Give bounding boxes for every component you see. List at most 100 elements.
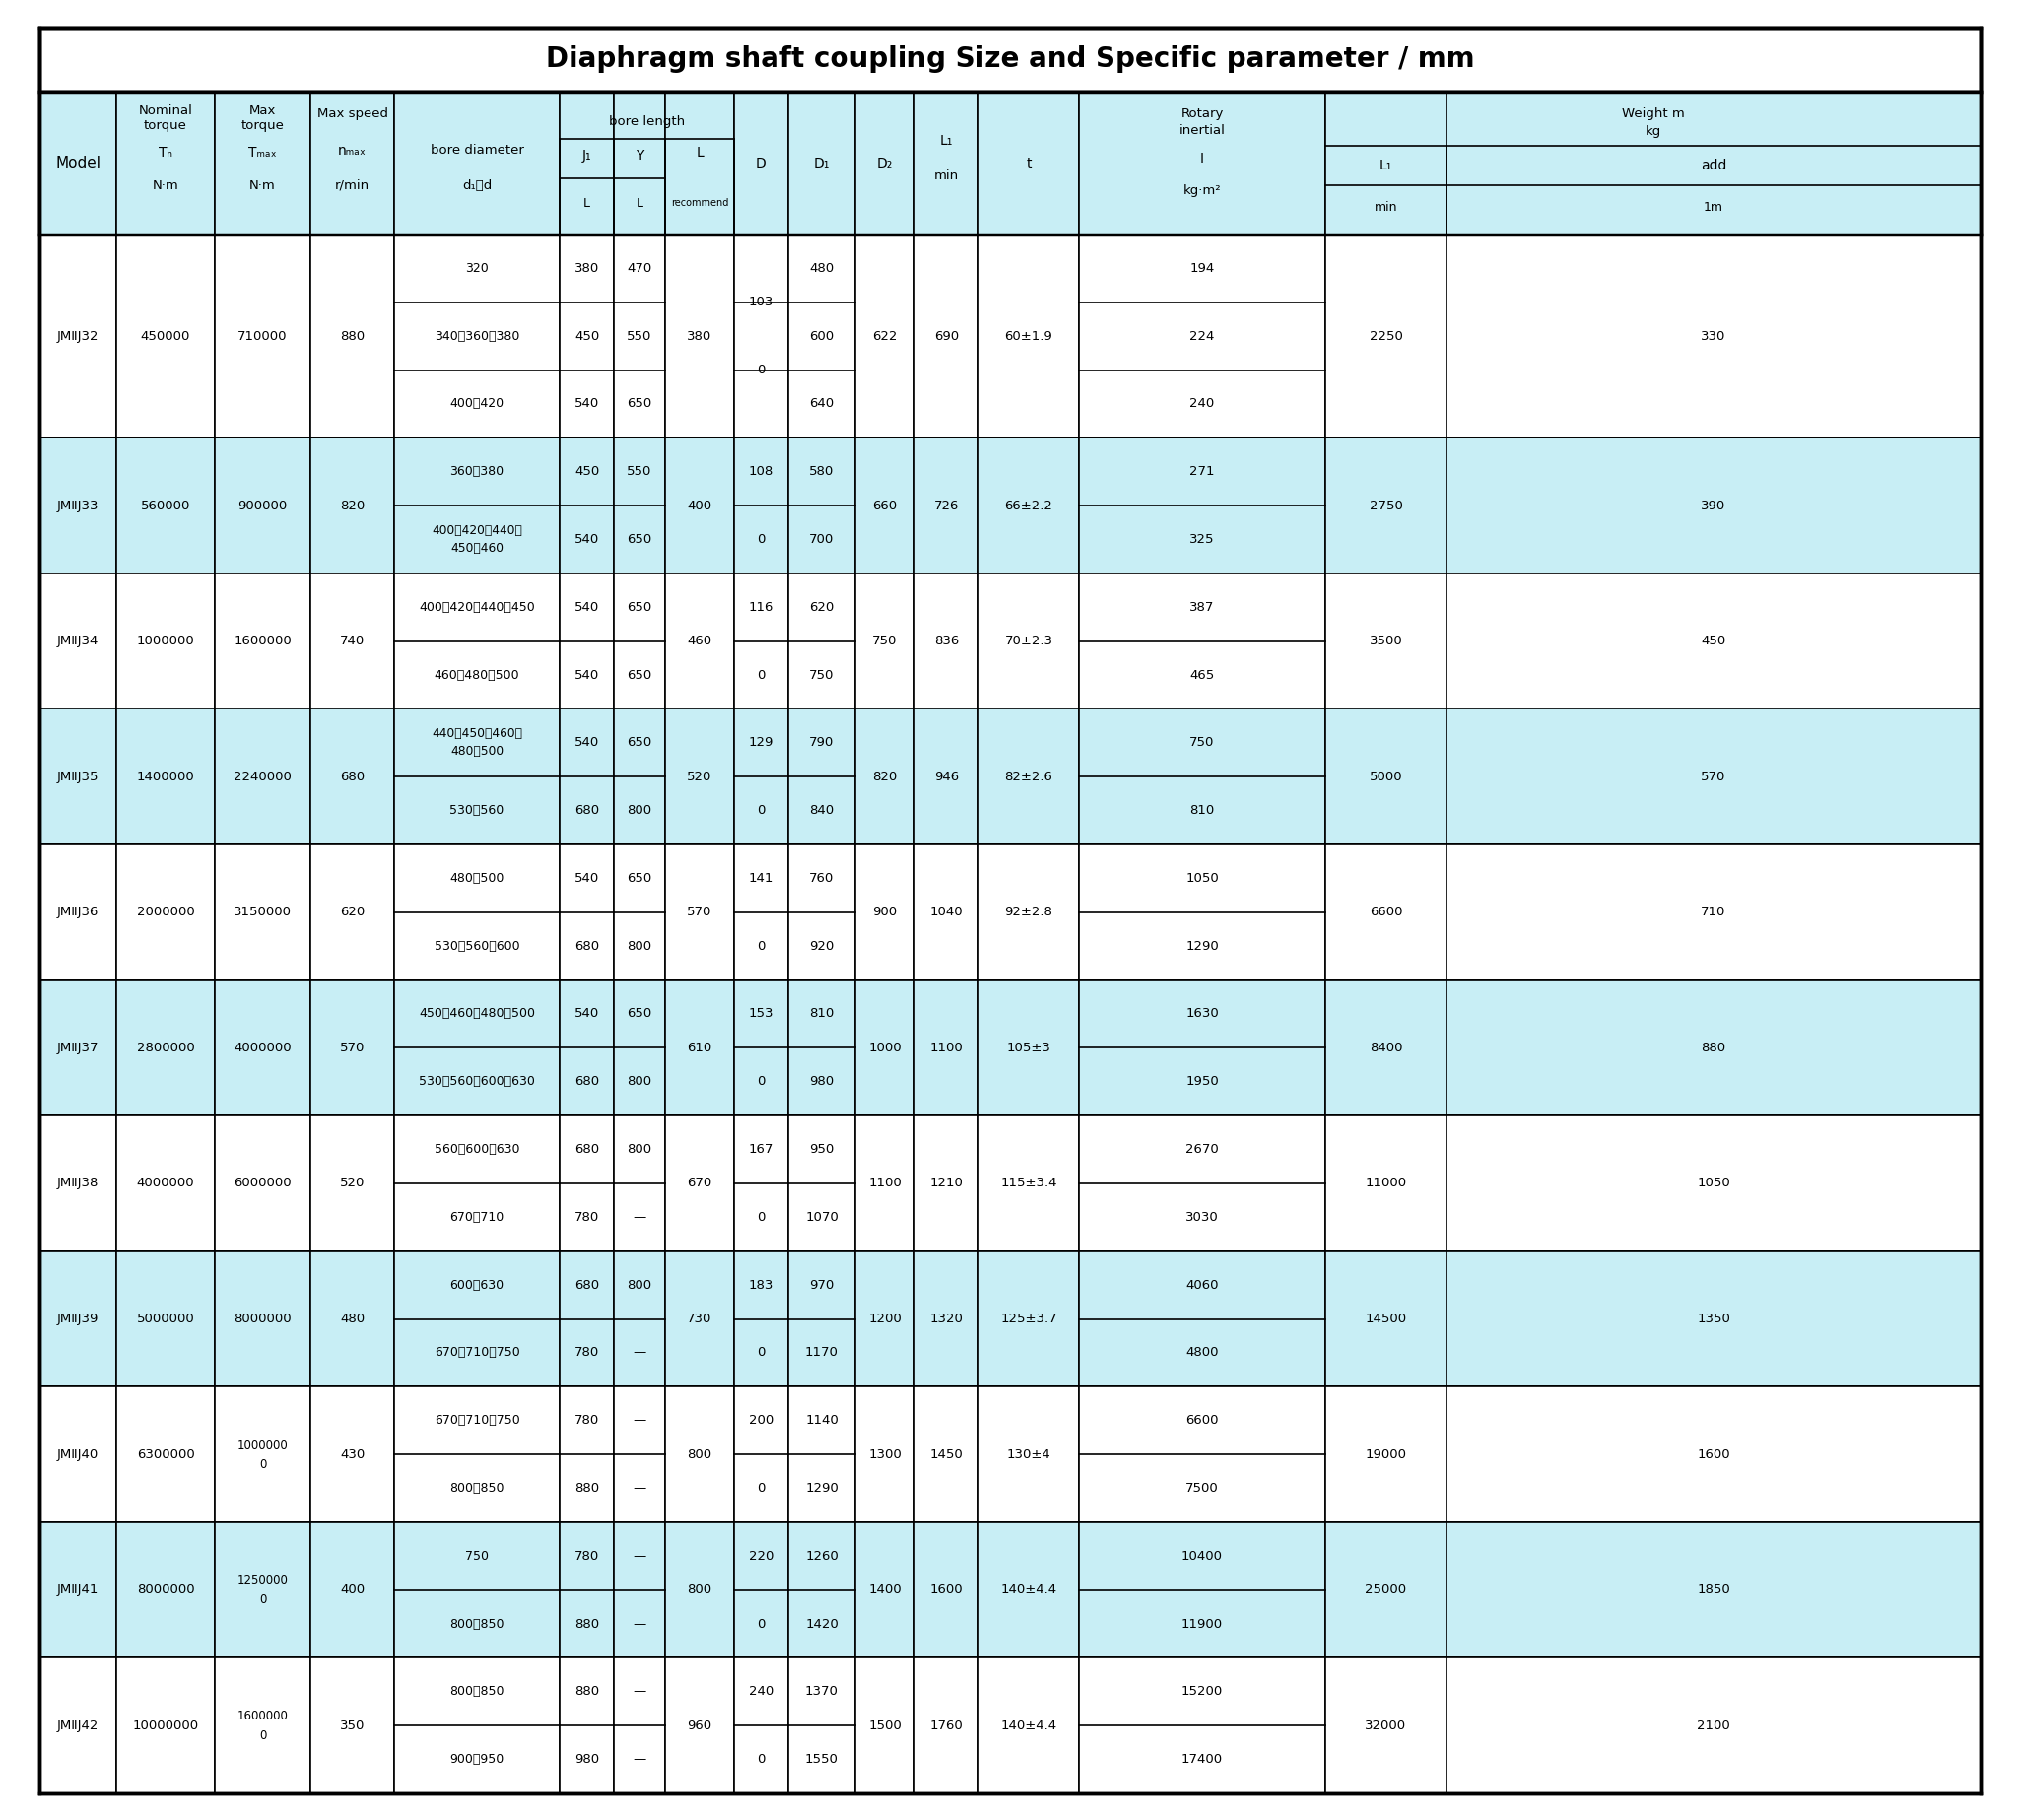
Text: 4060: 4060: [1187, 1279, 1219, 1292]
Text: —: —: [634, 1414, 646, 1427]
Bar: [856, 1658, 914, 1793]
Bar: [1326, 439, 1447, 573]
Bar: [856, 235, 914, 439]
Bar: [735, 235, 789, 439]
Text: d₁、d: d₁、d: [462, 178, 492, 191]
Text: 1450: 1450: [930, 1449, 963, 1461]
Text: 1070: 1070: [805, 1210, 837, 1223]
Bar: [914, 439, 979, 573]
Bar: [1326, 710, 1447, 844]
Bar: [394, 1116, 559, 1250]
Bar: [856, 91, 914, 235]
Bar: [311, 91, 394, 235]
Text: 730: 730: [686, 1312, 712, 1325]
Bar: [789, 979, 856, 1116]
Bar: [735, 979, 789, 1116]
Bar: [735, 573, 789, 710]
Bar: [613, 1250, 666, 1387]
Text: 400: 400: [688, 499, 712, 511]
Text: 760: 760: [809, 872, 833, 885]
Bar: [117, 439, 214, 573]
Bar: [394, 439, 559, 573]
Text: 480、500: 480、500: [450, 746, 504, 759]
Text: 440、450、460、: 440、450、460、: [432, 728, 523, 741]
Text: 800: 800: [628, 939, 652, 952]
Bar: [117, 844, 214, 979]
Bar: [613, 710, 666, 844]
Bar: [559, 439, 613, 573]
Bar: [1326, 1522, 1447, 1658]
Text: 900: 900: [872, 906, 898, 919]
Text: 1600: 1600: [930, 1583, 963, 1596]
Bar: [394, 979, 559, 1116]
Text: 680: 680: [575, 804, 599, 817]
Text: 1050: 1050: [1697, 1178, 1729, 1190]
Text: 0: 0: [757, 1753, 765, 1765]
Bar: [559, 1116, 613, 1250]
Bar: [1080, 573, 1326, 710]
Text: 450000: 450000: [141, 329, 190, 342]
Text: 650: 650: [628, 397, 652, 410]
Bar: [311, 1522, 394, 1658]
Bar: [1447, 1658, 1980, 1793]
Bar: [979, 235, 1080, 439]
Text: 980: 980: [809, 1076, 833, 1088]
Bar: [394, 573, 559, 710]
Text: Max: Max: [248, 106, 276, 118]
Bar: [856, 439, 914, 573]
Bar: [735, 1250, 789, 1387]
Bar: [1080, 1522, 1326, 1658]
Text: 800、850: 800、850: [450, 1618, 504, 1631]
Text: 3150000: 3150000: [234, 906, 293, 919]
Text: Nominal: Nominal: [139, 106, 192, 118]
Bar: [914, 1387, 979, 1522]
Text: —: —: [634, 1551, 646, 1563]
Bar: [856, 979, 914, 1116]
Bar: [40, 979, 117, 1116]
Text: 465: 465: [1191, 668, 1215, 681]
Bar: [40, 1522, 117, 1658]
Text: 129: 129: [749, 737, 773, 750]
Text: 19000: 19000: [1366, 1449, 1407, 1461]
Text: min: min: [934, 169, 959, 182]
Text: 800: 800: [628, 804, 652, 817]
Text: 224: 224: [1191, 329, 1215, 342]
Text: 8000000: 8000000: [234, 1312, 291, 1325]
Text: 550: 550: [628, 329, 652, 342]
Bar: [613, 1658, 666, 1793]
Text: 880: 880: [575, 1685, 599, 1698]
Text: 640: 640: [809, 397, 833, 410]
Text: 480: 480: [809, 262, 833, 275]
Text: 141: 141: [749, 872, 773, 885]
Text: 460、480、500: 460、480、500: [434, 668, 519, 681]
Text: Weight m: Weight m: [1622, 107, 1685, 120]
Bar: [214, 1116, 311, 1250]
Text: 900、950: 900、950: [450, 1753, 504, 1765]
Text: 7500: 7500: [1185, 1481, 1219, 1494]
Text: 1350: 1350: [1697, 1312, 1729, 1325]
Bar: [1326, 1387, 1447, 1522]
Text: 183: 183: [749, 1279, 773, 1292]
Text: 600、630: 600、630: [450, 1279, 504, 1292]
Text: 2670: 2670: [1185, 1143, 1219, 1156]
Text: 350: 350: [339, 1720, 365, 1733]
Bar: [117, 1387, 214, 1522]
Text: 700: 700: [809, 533, 833, 546]
Text: 460: 460: [688, 635, 712, 648]
Bar: [1447, 710, 1980, 844]
Bar: [735, 710, 789, 844]
Bar: [117, 91, 214, 235]
Text: 840: 840: [809, 804, 833, 817]
Text: 1170: 1170: [805, 1347, 837, 1360]
Bar: [613, 979, 666, 1116]
Text: 4000000: 4000000: [234, 1041, 291, 1054]
Bar: [856, 1522, 914, 1658]
Bar: [559, 1658, 613, 1793]
Text: 17400: 17400: [1181, 1753, 1223, 1765]
Text: 480: 480: [339, 1312, 365, 1325]
Bar: [394, 1250, 559, 1387]
Bar: [1080, 1116, 1326, 1250]
Bar: [214, 235, 311, 439]
Bar: [914, 979, 979, 1116]
Text: 530、560: 530、560: [450, 804, 504, 817]
